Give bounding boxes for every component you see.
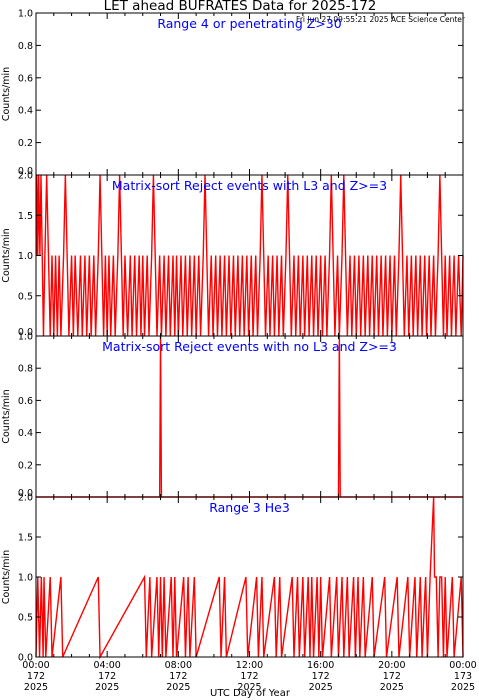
y-tick-label: 0.4 xyxy=(18,428,33,439)
panel-1: 0.0 0.2 0.4 0.6 0.8 1.0 Counts/min Range 4 or p… xyxy=(1,9,464,177)
x-tick-label-doy: 172 xyxy=(240,671,258,682)
y-tick-label: 0.8 xyxy=(18,41,33,52)
y-tick-label: 0.0 xyxy=(18,653,33,664)
x-tick-label-doy: 173 xyxy=(454,671,472,682)
data-series-line xyxy=(36,335,463,498)
x-axis-ticks: 00:00172202504:00172202508:00172202512:0… xyxy=(22,660,476,693)
y-tick-label: 0.8 xyxy=(18,364,33,375)
panel-title: Range 4 or penetrating Z>30 xyxy=(157,16,341,31)
y-tick-label: 0.0 xyxy=(18,327,33,338)
y-tick-label: 1.5 xyxy=(18,533,33,544)
figure-title: LET ahead BUFRATES Data for 2025-172 xyxy=(104,0,377,14)
y-tick-label: 0.0 xyxy=(18,166,33,177)
y-tick-label: 0.0 xyxy=(18,488,33,499)
y-tick-label: 0.5 xyxy=(18,613,33,624)
y-tick-label: 1.0 xyxy=(18,251,33,262)
x-tick-label-doy: 172 xyxy=(312,671,330,682)
x-tick-label-doy: 172 xyxy=(383,671,401,682)
y-tick-label: 2.0 xyxy=(18,171,33,182)
x-tick-label-time: 00:00 xyxy=(449,660,476,671)
x-tick-label-time: 20:00 xyxy=(378,660,405,671)
y-tick-label: 0.2 xyxy=(18,460,33,471)
x-axis-label: UTC Day of Year xyxy=(210,688,291,699)
panel-title: Range 3 He3 xyxy=(209,500,290,515)
y-axis-label: Counts/min xyxy=(1,228,12,282)
plot-frame xyxy=(35,12,464,176)
y-tick-label: 0.2 xyxy=(18,138,33,149)
panel-3: 0.0 0.2 0.4 0.6 0.8 1.0 Counts/min Matrix-sort … xyxy=(1,332,464,499)
panel-title: Matrix-sort Reject events with L3 and Z>… xyxy=(112,178,387,193)
plot-frame xyxy=(35,335,464,498)
y-tick-label: 1.0 xyxy=(18,573,33,584)
x-tick-label-year: 2025 xyxy=(451,682,475,693)
y-axis-label: Counts/min xyxy=(1,67,12,121)
x-tick-label-time: 04:00 xyxy=(93,660,120,671)
x-tick-label-doy: 172 xyxy=(98,671,116,682)
x-tick-label-time: 08:00 xyxy=(165,660,192,671)
y-tick-label: 1.0 xyxy=(18,9,33,20)
x-tick-label-year: 2025 xyxy=(24,682,48,693)
y-tick-label: 0.4 xyxy=(18,106,33,117)
y-tick-label: 1.0 xyxy=(18,332,33,343)
y-tick-label: 1.5 xyxy=(18,211,33,222)
y-axis-label: Counts/min xyxy=(1,389,12,443)
y-axis-label: Counts/min xyxy=(1,550,12,604)
x-tick-label-doy: 172 xyxy=(169,671,187,682)
x-tick-label-time: 00:00 xyxy=(22,660,49,671)
x-tick-label-year: 2025 xyxy=(237,682,261,693)
data-series-line xyxy=(35,496,464,660)
y-tick-label: 0.6 xyxy=(18,73,33,84)
x-tick-label-year: 2025 xyxy=(95,682,119,693)
panel-4: 0.0 0.5 1.0 1.5 2.0 Counts/min Range 3 He3 xyxy=(1,493,464,664)
y-tick-label: 0.6 xyxy=(18,396,33,407)
x-tick-label-time: 16:00 xyxy=(307,660,334,671)
x-tick-label-year: 2025 xyxy=(309,682,333,693)
panel-2: 0.0 0.5 1.0 1.5 2.0 Counts/min Matrix-sort Rej… xyxy=(1,171,464,338)
x-tick-label-year: 2025 xyxy=(380,682,404,693)
x-tick-label-doy: 172 xyxy=(27,671,45,682)
y-tick-label: 0.5 xyxy=(18,291,33,302)
timestamp: Fri Jun 27 09:55:21 2025 ACE Science Cen… xyxy=(296,15,466,24)
panels: 0.0 0.2 0.4 0.6 0.8 1.0 Counts/min Range 4 or p… xyxy=(1,9,477,694)
x-tick-label-time: 12:00 xyxy=(236,660,263,671)
panel-title: Matrix-sort Reject events with no L3 and… xyxy=(102,339,397,354)
data-series-line xyxy=(35,174,464,337)
x-tick-label-year: 2025 xyxy=(166,682,190,693)
y-tick-label: 2.0 xyxy=(18,493,33,504)
